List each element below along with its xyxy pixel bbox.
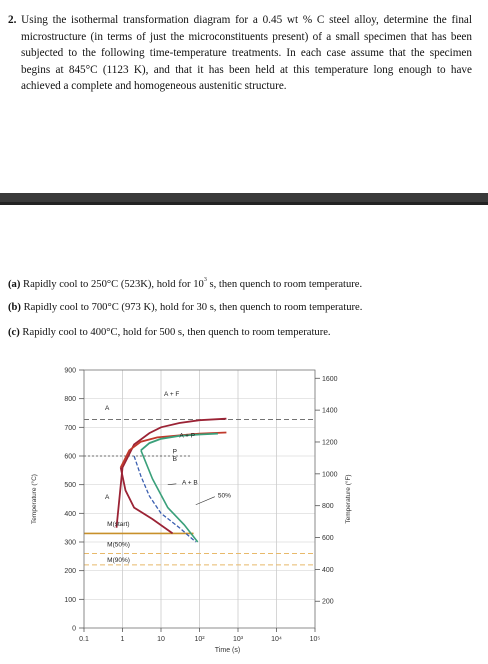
chart-annotation: A + F [164,391,179,398]
problem-number: 2. [8,14,17,26]
chart-annotation: A + B [182,480,198,487]
chart-annotation: M(50%) [107,541,130,548]
ttt-diagram: A A + F A + P PB A + B 50% A M(start) M(50%) M(90… [30,368,352,655]
y-tick-label: 200 [64,568,76,575]
x-tick-label: 10³ [233,636,244,643]
y-tick-label: 300 [64,540,76,547]
series [115,417,227,543]
y-tick-label: 100 [64,597,76,604]
y-axis-label: Temperature (°C) [30,474,38,524]
x-axis-label: Time (s) [215,647,240,654]
y2-tick-label: 1600 [322,376,338,383]
part-a: (a) Rapidly cool to 250°C (523K), hold f… [8,277,362,290]
section-divider [0,193,488,205]
chart-annotation: A + P [179,432,195,439]
y2-tick-label: 1400 [322,408,338,415]
chart-annotation: P [173,449,177,456]
y2-tick-label: 1200 [322,439,338,446]
y-tick-label: 600 [64,454,76,461]
part-text: Rapidly cool to 400°C, hold for 500 s, t… [22,327,331,338]
annotations: A A + F A + P PB A + B 50% A M(start) M(50%) M(90… [105,391,231,564]
series-curve [140,432,218,451]
part-label: (b) [8,302,21,313]
y-tick-label: 0 [72,626,76,633]
chart-annotation: B [173,456,177,463]
chart-annotation: M(start) [107,521,129,528]
chart-annotation: M(90%) [107,557,130,564]
part-text: Rapidly cool to 700°C (973 K), hold for … [23,302,363,313]
part-label: (a) [8,279,21,290]
chart-annotation: A [105,494,110,501]
series-curve [140,449,199,543]
x-tick-label: 10² [194,636,205,643]
y-tick-label: 500 [64,482,76,489]
x-tick-label: 10 [157,636,165,643]
part-b: (b) Rapidly cool to 700°C (973 K), hold … [8,302,362,313]
annotation-arrow [167,483,177,485]
axes: 0.1 1 10 10² 10³ 10⁴ 10⁵ Time (s) 0 100 200 300 400 5… [30,368,352,655]
x-tick-label: 10⁴ [271,636,282,643]
part-label: (c) [8,327,20,338]
annotation-arrow [195,496,215,506]
y2-tick-label: 800 [322,503,334,510]
y-tick-label: 700 [64,425,76,432]
series-curve [133,455,197,543]
x-tick-label: 1 [121,636,125,643]
part-c: (c) Rapidly cool to 400°C, hold for 500 … [8,327,331,338]
series-curve [119,467,174,535]
y2-tick-label: 400 [322,567,334,574]
y-tick-label: 800 [64,396,76,403]
part-superscript: 3 [203,277,207,283]
problem-text: Using the isothermal transformation diag… [21,14,472,92]
series-curve [115,417,227,528]
x-tick-label: 0.1 [79,636,89,643]
y2-tick-label: 200 [322,599,334,606]
y2-axis-label: Temperature (°F) [344,474,352,523]
problem-statement: 2. Using the isothermal transformation d… [8,12,472,95]
y-tick-label: 900 [64,368,76,375]
y-tick-label: 400 [64,511,76,518]
part-text-end: s, then quench to room temperature. [206,279,363,290]
x-tick-label: 10⁵ [310,636,321,643]
part-text: Rapidly cool to 250°C (523K), hold for 1… [23,279,204,290]
chart-annotation: 50% [218,493,231,500]
y2-tick-label: 600 [322,535,334,542]
chart-annotation: A [105,405,110,412]
y2-tick-label: 1000 [322,471,338,478]
